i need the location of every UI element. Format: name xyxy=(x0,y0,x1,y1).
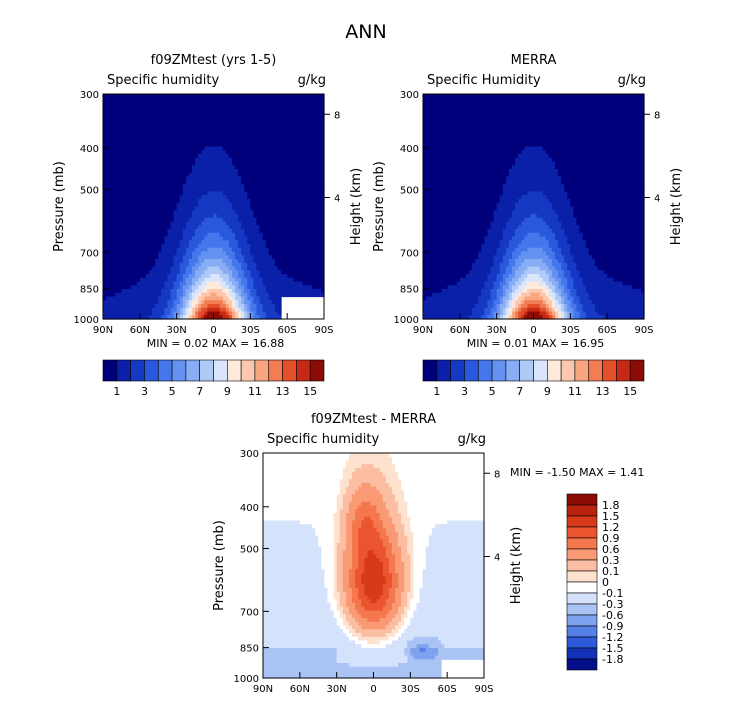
x-tick-label: 60N xyxy=(130,325,150,336)
colorbar-label: 3 xyxy=(141,385,148,398)
y-tick-right-label: 8 xyxy=(334,110,340,121)
colorbar-label: 7 xyxy=(196,385,203,398)
x-tick-label: 30N xyxy=(167,325,187,336)
x-tick-label: 0 xyxy=(210,325,216,336)
field-cell xyxy=(278,304,282,308)
x-tick-label: 60S xyxy=(278,325,297,336)
y-tick-label: 300 xyxy=(80,90,99,101)
y-tick-label: 850 xyxy=(80,285,99,296)
colorbar-swatch xyxy=(144,360,158,381)
y-tick-label: 400 xyxy=(80,144,99,155)
y-tick-label: 500 xyxy=(80,185,99,196)
colorbar-label: 1 xyxy=(113,385,120,398)
colorbar-label: 9 xyxy=(224,385,231,398)
colorbar-swatch xyxy=(103,360,117,381)
colorbar-swatch xyxy=(131,360,145,381)
colorbar-swatch xyxy=(200,360,214,381)
plot-area xyxy=(423,94,645,320)
colorbar-label: 13 xyxy=(276,385,290,398)
colorbar-swatch xyxy=(310,360,324,381)
plot-area xyxy=(103,94,325,320)
colorbar-label: 15 xyxy=(303,385,317,398)
colorbar-swatch xyxy=(186,360,200,381)
colorbar-swatch xyxy=(214,360,228,381)
colorbar-swatch xyxy=(117,360,131,381)
panel-0: f09ZMtest (yrs 1-5) Specific humidity g/kg… xyxy=(52,53,364,398)
panel-units: g/kg xyxy=(298,73,326,88)
field-cell xyxy=(278,308,282,312)
colorbar-swatch xyxy=(255,360,269,381)
colorbar-swatch xyxy=(227,360,241,381)
panel-subtitle: Specific humidity xyxy=(107,73,219,88)
field-cell xyxy=(278,297,282,301)
y-tick-right-label: 4 xyxy=(334,194,340,205)
panel-title: f09ZMtest (yrs 1-5) xyxy=(151,53,277,68)
y-axis-label: Pressure (mb) xyxy=(52,161,67,252)
y-tick-label: 700 xyxy=(80,248,99,259)
page-title: ANN xyxy=(345,21,386,43)
x-tick-label: 30S xyxy=(241,325,260,336)
colorbar-swatch xyxy=(172,360,186,381)
panel-subtitle: Specific Humidity xyxy=(427,73,541,88)
colorbar-swatch xyxy=(158,360,172,381)
x-tick-label: 90N xyxy=(93,325,113,336)
stats-text: MIN = 0.02 MAX = 16.88 xyxy=(147,337,284,350)
colorbar-label: 11 xyxy=(248,385,262,398)
panel-units: g/kg xyxy=(618,73,646,88)
field-cell xyxy=(278,312,282,316)
colorbar-swatch xyxy=(296,360,310,381)
field-cell xyxy=(278,300,282,304)
y-axis-right-label: Height (km) xyxy=(349,168,364,245)
y-tick-label: 1000 xyxy=(74,315,99,326)
colorbar-swatch xyxy=(269,360,283,381)
x-tick-label: 90S xyxy=(314,325,333,336)
colorbar-swatch xyxy=(241,360,255,381)
colorbar-swatch xyxy=(283,360,297,381)
colorbar-label: 5 xyxy=(169,385,176,398)
y-axis-right: 84 xyxy=(324,110,340,204)
panel-title: MERRA xyxy=(511,53,557,68)
